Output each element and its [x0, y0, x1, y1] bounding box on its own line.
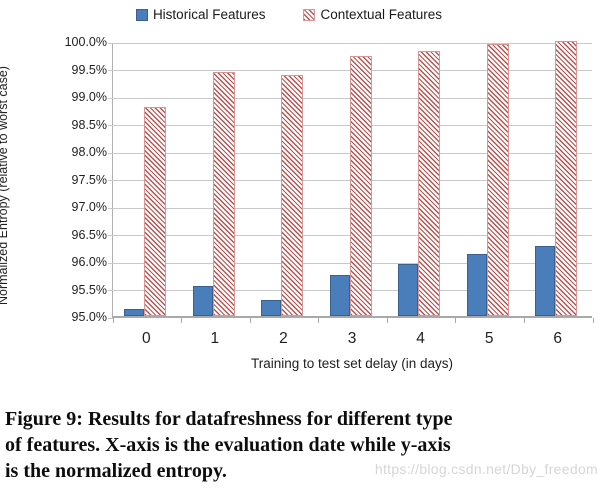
bar-contextual-day-3	[349, 56, 372, 316]
y-tick-label: 95.5%	[71, 282, 107, 297]
y-tick-label: 98.5%	[71, 117, 107, 132]
y-tick-label: 96.5%	[71, 227, 107, 242]
bar-historical-day-3	[329, 274, 350, 316]
x-tick-label: 3	[347, 330, 357, 347]
contextual-series-swatch-icon	[303, 8, 316, 21]
x-axis-tick	[249, 318, 251, 323]
bar-contextual-day-6	[555, 41, 578, 316]
legend-item-contextual: Contextual Features	[303, 7, 442, 22]
x-tick-label: 5	[484, 330, 494, 347]
x-axis-tick	[318, 318, 320, 323]
x-axis-tick	[592, 318, 594, 323]
bar-historical-day-0	[124, 309, 144, 316]
bar-historical-day-4	[398, 263, 419, 316]
bar-historical-day-2	[261, 299, 282, 316]
figure-caption: Figure 9: Results for datafreshness for …	[5, 406, 597, 484]
y-tick-label: 95.0%	[71, 310, 107, 324]
x-tick-label: 4	[416, 330, 425, 347]
caption-line-2: of features. X-axis is the evaluation da…	[5, 434, 451, 456]
y-tick-label: 97.0%	[71, 200, 107, 214]
x-tick-label: 2	[279, 330, 288, 347]
gridline	[108, 42, 592, 44]
x-tick-label: 1	[210, 330, 220, 347]
x-axis-title: Training to test set delay (in days)	[250, 356, 454, 371]
caption-line-1: Figure 9: Results for datafreshness for …	[5, 408, 453, 430]
bar-contextual-day-2	[281, 75, 304, 316]
bar-contextual-day-4	[418, 50, 441, 316]
legend-label-historical: Historical Features	[152, 7, 266, 22]
x-axis-tick	[455, 318, 457, 323]
bar-historical-day-6	[535, 245, 556, 316]
y-tick-label: 96.0%	[71, 255, 107, 269]
bar-contextual-day-0	[144, 107, 166, 316]
bar-historical-day-5	[466, 254, 487, 316]
bar-contextual-day-5	[486, 43, 509, 316]
bar-historical-day-1	[192, 285, 213, 316]
y-tick-label: 98.0%	[71, 145, 107, 159]
y-tick-label: 99.0%	[71, 90, 107, 104]
y-tick-label: 100.0%	[64, 35, 107, 49]
y-tick-label: 97.5%	[71, 172, 107, 187]
watermark-text: https://blog.csdn.net/Dby_freedom	[374, 461, 598, 477]
y-tick-label: 99.5%	[71, 62, 107, 77]
legend-label-contextual: Contextual Features	[320, 7, 443, 22]
historical-series-swatch-icon	[135, 8, 148, 21]
x-axis-tick	[523, 318, 525, 323]
bar-contextual-day-1	[212, 72, 235, 316]
x-tick-label: 6	[553, 330, 563, 347]
x-tick-label: 0	[141, 330, 151, 347]
legend-item-historical: Historical Features	[135, 7, 266, 22]
x-axis-tick	[112, 318, 114, 323]
plot-area	[108, 41, 594, 323]
x-axis-tick	[386, 318, 388, 323]
chart-legend: Historical Features Contextual Features	[0, 7, 600, 22]
caption-line-3: is the normalized entropy.	[5, 460, 227, 482]
x-axis-tick	[181, 318, 183, 323]
gridline	[108, 317, 113, 319]
